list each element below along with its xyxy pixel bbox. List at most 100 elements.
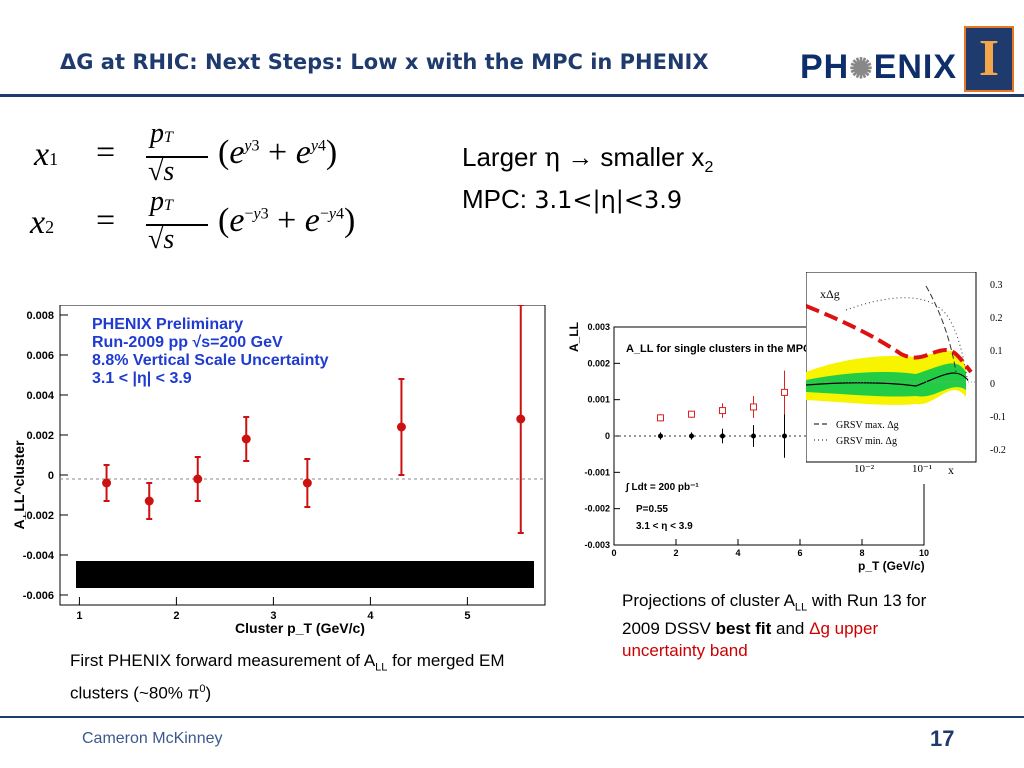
caption-sub: LL — [794, 601, 808, 614]
x-tick-label: 0 — [611, 548, 616, 558]
inset-label: xΔg — [820, 287, 840, 301]
inset-ytick-label: -0.2 — [990, 445, 1006, 456]
inset-ytick-label: 0 — [990, 379, 995, 390]
data-point — [396, 422, 406, 432]
bullet-mpc-range: MPC: 3.1<|η|<3.9 — [462, 184, 682, 215]
caption-sub: LL — [375, 661, 388, 674]
data-point — [516, 414, 526, 424]
bullet-text: Larger — [462, 142, 545, 172]
bullet-text: MPC: — [462, 184, 535, 214]
projection-point — [689, 433, 694, 439]
left-asymmetry-plot: 0.0080.0060.0040.0020-0.002-0.004-0.006 … — [11, 305, 546, 636]
data-point — [302, 478, 312, 488]
legend-line-3: 8.8% Vertical Scale Uncertainty — [92, 352, 329, 369]
annot-pol: P=0.55 — [636, 504, 668, 515]
grsv-max-curve — [925, 285, 957, 373]
projection-point — [782, 433, 787, 439]
footer-author: Cameron McKinney — [82, 730, 223, 747]
annot-lumi: ∫ Ldt = 200 pb⁻¹ — [625, 482, 699, 493]
x-tick-label: 2 — [173, 610, 179, 622]
x-axis-label: Cluster p_T (GeV/c) — [235, 620, 365, 636]
university-logo-letter: I — [978, 30, 1000, 87]
equation-x1: x1 = pT √s (ey3 + ey4) — [34, 118, 338, 187]
right-plot-title: A_LL for single clusters in the MPC — [626, 343, 811, 355]
caption-red: Δg upper uncertainty band — [622, 619, 879, 661]
projection-point — [658, 433, 663, 439]
projection-point — [781, 388, 788, 396]
projection-point — [719, 407, 726, 415]
y-tick-label: 0.008 — [26, 310, 54, 322]
y-tick-label: 0.002 — [587, 358, 610, 368]
equation-x2: x2 = pT √s (e−y3 + e−y4) — [30, 186, 356, 255]
logo-text-left: PH — [800, 48, 850, 86]
uncertainty-band-inner — [806, 363, 966, 397]
x-tick-label: 4 — [367, 610, 374, 622]
data-point — [144, 496, 154, 506]
data-point — [102, 478, 112, 488]
projection-point — [750, 403, 757, 411]
x-tick-label: 3 — [270, 610, 276, 622]
projection-point — [688, 410, 695, 418]
legend-line-4: 3.1 < |η| < 3.9 — [92, 370, 192, 387]
x-tick-label: 8 — [859, 548, 864, 558]
y-tick-label: 0.004 — [26, 390, 54, 402]
x-axis-label: p_T (GeV/c) — [858, 559, 925, 573]
inset-ytick-label: -0.1 — [990, 412, 1006, 423]
y-tick-label: -0.004 — [23, 550, 55, 562]
inset-xdeltag-plot: xΔg 0.3 0.2 0.1 0 -0.1 -0.2 10⁻² 10⁻¹ x GRSV … — [806, 272, 1018, 484]
bullet-text-arrow: → smaller x — [559, 142, 705, 172]
caption-text: Projections of cluster A — [622, 591, 795, 610]
annot-eta: 3.1 < η < 3.9 — [636, 521, 693, 532]
inset-ytick-label: 0.2 — [990, 313, 1003, 324]
upper-band-curve — [806, 304, 973, 374]
inset-ytick-label: 0.3 — [990, 280, 1003, 291]
inset-xtick-1: 10⁻² — [854, 463, 875, 475]
scale-uncertainty-band — [76, 561, 534, 588]
legend-line-2: Run-2009 pp √s=200 GeV — [92, 334, 283, 351]
caption-text: with Run 13 for 2009 DSSV — [622, 591, 927, 639]
caption-bold: best fit — [715, 619, 772, 639]
inset-ytick-label: 0.1 — [990, 346, 1003, 357]
y-axis-label: A_LL — [568, 322, 581, 352]
x-tick-label: 5 — [464, 610, 470, 622]
x-tick-label: 6 — [797, 548, 802, 558]
projection-point — [751, 433, 756, 439]
caption-text: First PHENIX forward measurement of A — [70, 651, 376, 670]
logo-text-right: ENIX — [873, 48, 958, 86]
caption-left: First PHENIX forward measurement of ALL … — [70, 650, 540, 705]
inset-legend-max: GRSV max. Δg — [836, 420, 899, 431]
y-tick-label: 0.001 — [587, 395, 610, 405]
caption-text: ) — [205, 684, 212, 704]
page-number: 17 — [930, 726, 955, 751]
data-point — [193, 474, 203, 484]
bullet-range: 3.1<|η|<3.9 — [534, 186, 683, 214]
y-tick-label: 0 — [48, 470, 54, 482]
y-tick-label: 0.006 — [26, 350, 54, 362]
inset-xlabel: x — [948, 463, 954, 477]
bullet-larger-eta: Larger η → smaller x2 — [462, 142, 713, 177]
y-tick-label: -0.002 — [584, 504, 610, 514]
grsv-min-curve — [845, 297, 969, 383]
projection-point — [657, 414, 664, 422]
x-tick-label: 10 — [919, 548, 929, 558]
y-tick-label: 0.003 — [587, 322, 610, 332]
y-tick-label: 0.002 — [26, 430, 54, 442]
eta-symbol: η — [544, 143, 560, 173]
university-logo: I — [964, 26, 1014, 92]
caption-sup: 0 — [199, 683, 206, 696]
caption-text: for merged EM clusters (~80% π — [70, 651, 505, 704]
data-point — [241, 434, 251, 444]
y-tick-label: -0.003 — [584, 540, 610, 550]
footer-rule — [0, 716, 1024, 718]
header-rule — [0, 94, 1024, 97]
phenix-logo: PH✺ENIX — [800, 48, 957, 87]
inset-legend-min: GRSV min. Δg — [836, 436, 897, 447]
logo-star-icon: ✺ — [849, 53, 874, 84]
y-tick-label: 0 — [605, 431, 610, 441]
inset-xtick-2: 10⁻¹ — [912, 463, 932, 475]
y-tick-label: -0.006 — [23, 590, 54, 602]
x-tick-label: 1 — [76, 610, 82, 622]
caption-text: and — [771, 619, 810, 639]
x-tick-label: 2 — [673, 548, 678, 558]
legend-line-1: PHENIX Preliminary — [92, 316, 243, 333]
